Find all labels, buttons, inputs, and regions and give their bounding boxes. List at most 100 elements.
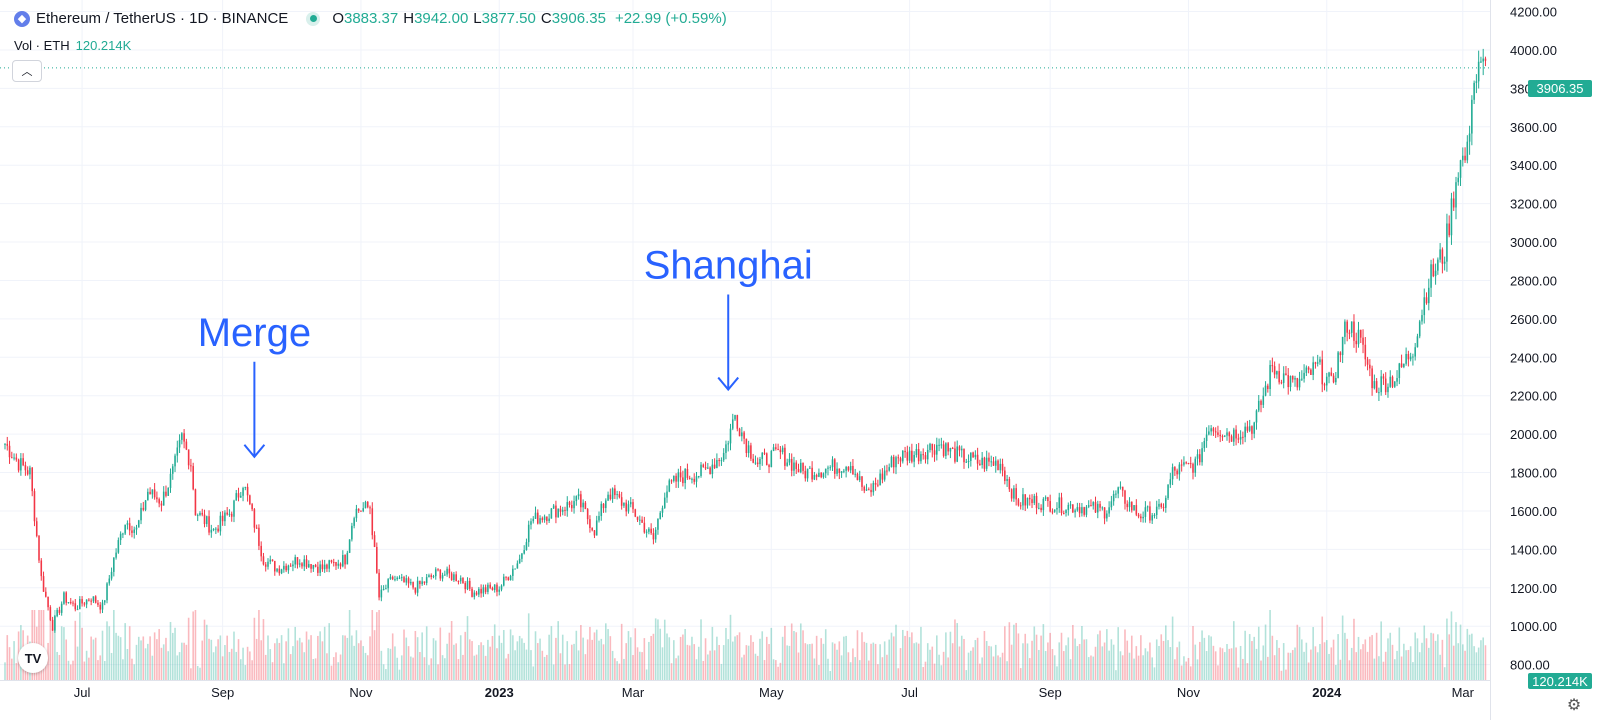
candle-body: [625, 502, 627, 512]
volume-bar: [838, 641, 841, 680]
candle-body: [326, 564, 328, 569]
volume-bar: [883, 641, 886, 680]
candle-body: [251, 504, 253, 510]
candle-body: [385, 588, 387, 590]
volume-bar: [741, 657, 743, 680]
volume-bar: [439, 627, 442, 680]
volume-bar: [391, 633, 394, 680]
volume-bar: [505, 658, 507, 680]
volume-bar: [915, 642, 918, 680]
volume-bar: [1314, 646, 1317, 680]
volume-bar: [559, 653, 562, 680]
volume-bar: [328, 623, 330, 680]
volume-bar: [1350, 647, 1353, 680]
volume-bar: [1239, 645, 1242, 680]
volume-bar: [702, 660, 705, 680]
candle-body: [1446, 223, 1448, 262]
volume-bar: [931, 646, 934, 680]
candle-body: [976, 454, 979, 464]
volume-bar: [428, 665, 430, 680]
volume-bar: [1255, 648, 1258, 680]
candle-body: [1357, 329, 1360, 345]
volume-bar: [1208, 635, 1210, 680]
volume-bar: [516, 641, 519, 680]
volume-bar: [872, 642, 875, 680]
candle-body: [1409, 356, 1412, 360]
candle-body: [176, 447, 179, 456]
volume-bar: [1110, 639, 1113, 680]
candle-body: [1074, 510, 1076, 513]
candle-body: [1128, 501, 1131, 508]
volume-bar: [1289, 652, 1292, 680]
candle-body: [1153, 514, 1156, 516]
candle-body: [965, 461, 968, 463]
volume-bar: [1060, 632, 1063, 680]
volume-bar: [750, 635, 752, 680]
volume-bar: [60, 626, 63, 680]
volume-bar: [1040, 635, 1042, 680]
volume-bar: [840, 655, 843, 680]
candle-body: [1439, 249, 1441, 260]
candle-body: [666, 491, 668, 498]
candle-body: [979, 463, 981, 466]
candle-body: [1155, 506, 1158, 515]
volume-bar: [523, 642, 525, 680]
candle-body: [330, 560, 333, 562]
candle-body: [768, 465, 770, 468]
volume-bar: [904, 635, 906, 680]
candle-body: [1303, 372, 1305, 379]
volume-bar: [908, 637, 911, 680]
volume-bar: [924, 661, 927, 680]
volume-bar: [176, 655, 179, 680]
y-tick-label: 1400.00: [1510, 542, 1557, 557]
candle-body: [872, 482, 875, 493]
volume-bar: [779, 662, 782, 680]
ethereum-icon: ◆: [14, 10, 30, 27]
volume-bar: [1203, 637, 1206, 680]
candle-body: [85, 599, 88, 605]
candle-body: [244, 486, 247, 488]
volume-bar: [135, 644, 138, 680]
symbol-title[interactable]: Ethereum / TetherUS · 1D · BINANCE: [36, 10, 289, 27]
volume-bar: [781, 636, 784, 680]
y-tick-label: 1800.00: [1510, 466, 1557, 481]
candle-body: [407, 578, 410, 584]
volume-bar: [1035, 634, 1038, 680]
volume-bar: [831, 642, 834, 680]
volume-bar: [1418, 652, 1421, 680]
candle-body: [421, 581, 423, 585]
volume-bar: [357, 643, 360, 680]
gear-icon[interactable]: ⚙: [1566, 697, 1582, 714]
candle-body: [920, 454, 922, 462]
volume-bar: [926, 643, 929, 680]
volume-bar: [1212, 645, 1215, 680]
candle-body: [1006, 479, 1008, 481]
y-tick-label: 3000.00: [1510, 235, 1557, 250]
volume-bar: [1446, 618, 1448, 680]
volume-bar: [421, 632, 423, 680]
collapse-legend-button[interactable]: ︿: [12, 60, 42, 82]
candle-body: [475, 592, 478, 595]
candle-body: [1208, 431, 1210, 435]
candle-body: [1289, 375, 1292, 388]
volume-bar: [532, 666, 535, 680]
volume-bar: [743, 654, 745, 680]
volume-bar: [414, 630, 417, 680]
candle-body: [131, 530, 133, 533]
volume-bar: [437, 664, 439, 680]
volume-bar: [1389, 632, 1392, 680]
tradingview-logo[interactable]: TV: [18, 643, 48, 673]
candle-body: [797, 469, 800, 473]
volume-bar: [262, 619, 265, 680]
volume-bar: [1121, 655, 1124, 680]
volume-bar: [512, 635, 514, 680]
candle-body: [1119, 486, 1122, 488]
volume-bar: [938, 654, 940, 680]
candle-body: [391, 576, 394, 580]
volume-bar: [614, 658, 616, 680]
volume-bar: [1328, 653, 1330, 680]
x-tick-label: Mar: [622, 685, 645, 700]
candle-body: [747, 445, 750, 454]
volume-bar: [727, 639, 730, 680]
